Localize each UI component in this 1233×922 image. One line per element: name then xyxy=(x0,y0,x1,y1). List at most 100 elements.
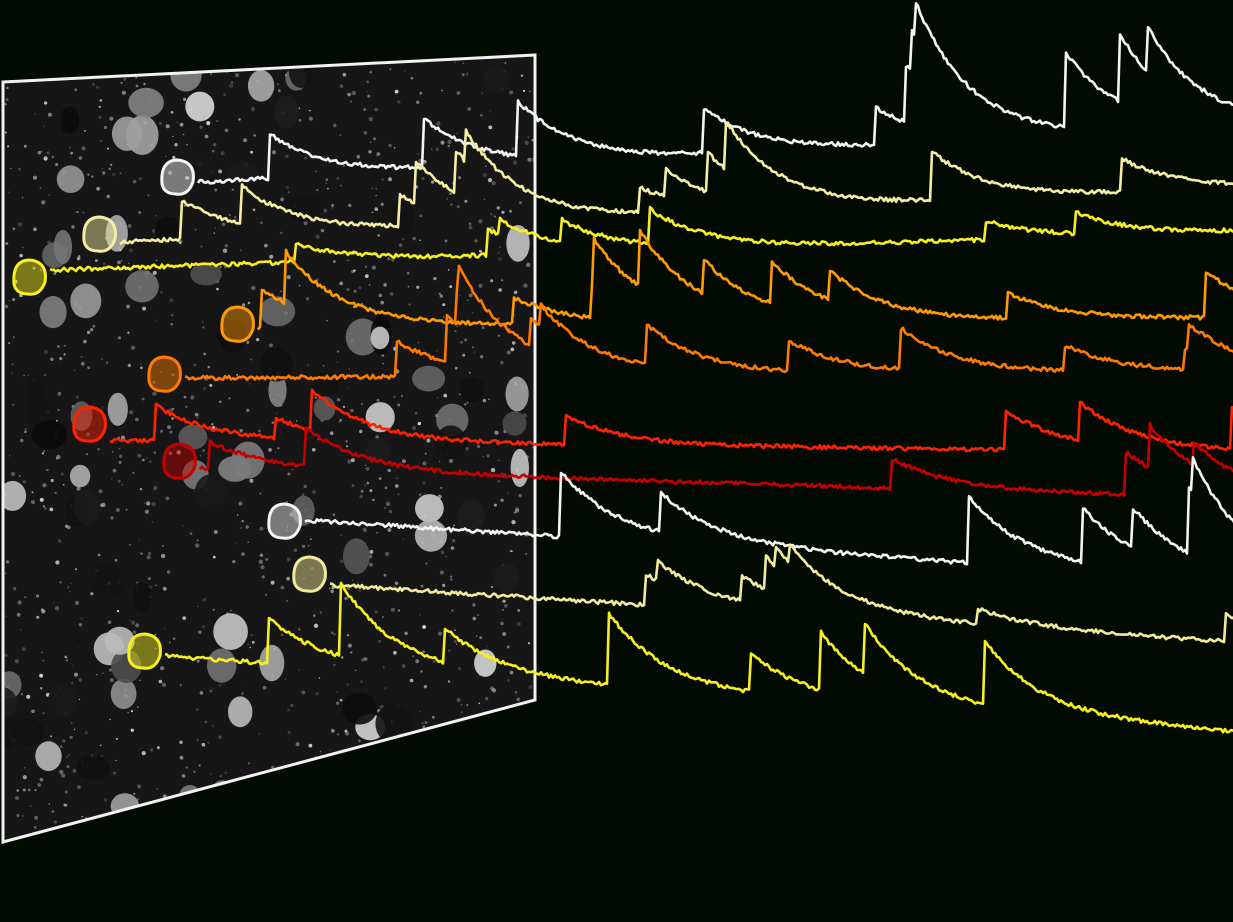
speckle xyxy=(195,229,197,231)
cell-body xyxy=(213,613,248,650)
speckle xyxy=(72,665,73,666)
speckle xyxy=(259,493,261,495)
speckle xyxy=(296,742,300,746)
speckle xyxy=(142,751,146,755)
speckle xyxy=(450,203,453,206)
speckle xyxy=(28,789,31,792)
speckle xyxy=(498,288,501,291)
speckle xyxy=(402,664,406,668)
speckle xyxy=(9,455,11,457)
speckle xyxy=(220,266,222,268)
speckle xyxy=(315,692,318,695)
speckle xyxy=(24,145,27,148)
speckle xyxy=(448,145,450,147)
speckle xyxy=(288,731,291,734)
speckle xyxy=(110,164,112,166)
speckle xyxy=(23,375,25,377)
speckle xyxy=(301,691,305,695)
speckle xyxy=(333,260,336,263)
speckle xyxy=(131,729,134,732)
speckle xyxy=(333,514,336,517)
speckle xyxy=(216,288,219,291)
speckle xyxy=(251,634,253,636)
speckle xyxy=(166,124,170,128)
speckle xyxy=(213,143,216,146)
speckle xyxy=(259,527,263,531)
speckle xyxy=(457,205,460,208)
speckle xyxy=(436,121,440,125)
speckle xyxy=(251,107,255,111)
speckle xyxy=(440,487,442,489)
speckle xyxy=(472,312,473,313)
speckle xyxy=(340,560,344,564)
cell-outline xyxy=(129,634,161,668)
speckle xyxy=(219,401,222,404)
speckle xyxy=(488,126,492,130)
speckle xyxy=(82,146,86,150)
speckle xyxy=(197,417,198,418)
speckle xyxy=(79,699,81,701)
speckle xyxy=(243,138,247,142)
speckle xyxy=(109,117,113,121)
speckle xyxy=(330,517,331,518)
cell-body xyxy=(259,296,295,326)
speckle xyxy=(169,642,171,644)
speckle xyxy=(526,263,530,267)
speckle xyxy=(264,244,268,248)
speckle xyxy=(384,687,386,689)
cell-body xyxy=(70,465,90,488)
speckle xyxy=(242,520,244,522)
speckle xyxy=(424,685,427,688)
speckle xyxy=(502,609,504,611)
speckle xyxy=(370,489,373,492)
speckle xyxy=(364,485,366,487)
speckle xyxy=(443,394,447,398)
speckle xyxy=(242,303,245,306)
speckle xyxy=(498,480,501,483)
speckle xyxy=(171,323,173,325)
speckle xyxy=(453,525,455,527)
speckle xyxy=(302,545,305,548)
speckle xyxy=(364,131,368,135)
speckle xyxy=(286,186,289,189)
speckle xyxy=(96,674,98,676)
speckle xyxy=(491,586,493,588)
speckle xyxy=(386,502,390,506)
speckle xyxy=(183,98,186,101)
speckle xyxy=(155,215,157,217)
speckle xyxy=(218,735,221,738)
speckle xyxy=(512,147,515,150)
speckle xyxy=(106,195,110,199)
speckle xyxy=(235,73,239,77)
speckle xyxy=(44,507,47,510)
cell-body xyxy=(511,449,529,487)
speckle xyxy=(148,577,151,580)
speckle xyxy=(100,140,102,142)
speckle xyxy=(285,155,288,158)
speckle xyxy=(352,484,355,487)
speckle xyxy=(280,232,283,235)
speckle xyxy=(259,560,263,564)
speckle xyxy=(347,634,349,636)
speckle xyxy=(340,699,343,702)
speckle xyxy=(23,480,26,483)
speckle xyxy=(74,88,77,91)
speckle xyxy=(65,659,68,662)
speckle xyxy=(372,499,374,501)
speckle xyxy=(529,685,533,689)
speckle xyxy=(41,652,42,653)
speckle xyxy=(486,646,487,647)
speckle xyxy=(142,307,146,311)
speckle xyxy=(361,422,362,423)
speckle xyxy=(331,729,335,733)
speckle xyxy=(374,610,377,613)
speckle xyxy=(483,173,487,177)
speckle xyxy=(148,552,151,555)
cell-body xyxy=(248,70,274,102)
speckle xyxy=(135,418,139,422)
speckle xyxy=(326,182,327,183)
speckle xyxy=(315,397,317,399)
speckle xyxy=(498,257,502,261)
speckle xyxy=(155,585,157,587)
speckle xyxy=(229,214,231,216)
